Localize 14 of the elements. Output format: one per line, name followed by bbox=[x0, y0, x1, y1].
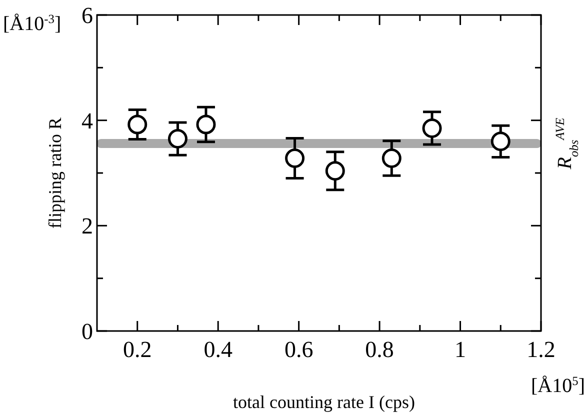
x-tick-label: 1 bbox=[454, 337, 466, 362]
y-tick-label: 2 bbox=[82, 214, 93, 239]
x-tick-label: 0.4 bbox=[204, 337, 233, 362]
y-tick-label: 6 bbox=[82, 3, 93, 28]
x-tick-label: 1.2 bbox=[526, 337, 556, 362]
y-tick-label: 0 bbox=[82, 319, 93, 344]
y-tick-label: 4 bbox=[82, 108, 94, 134]
text: [Å10$^{-3}$] bbox=[3, 12, 62, 35]
x-tick-label: 0.8 bbox=[365, 337, 394, 362]
x-tick-label: 0.6 bbox=[284, 337, 314, 362]
x-tick-label: 0.2 bbox=[122, 337, 152, 362]
x-axis-title: total counting rate I (cps) bbox=[233, 392, 415, 412]
text: [Å10$^{5}$] bbox=[531, 374, 585, 397]
y-axis-title: flipping ratio R bbox=[45, 118, 65, 228]
